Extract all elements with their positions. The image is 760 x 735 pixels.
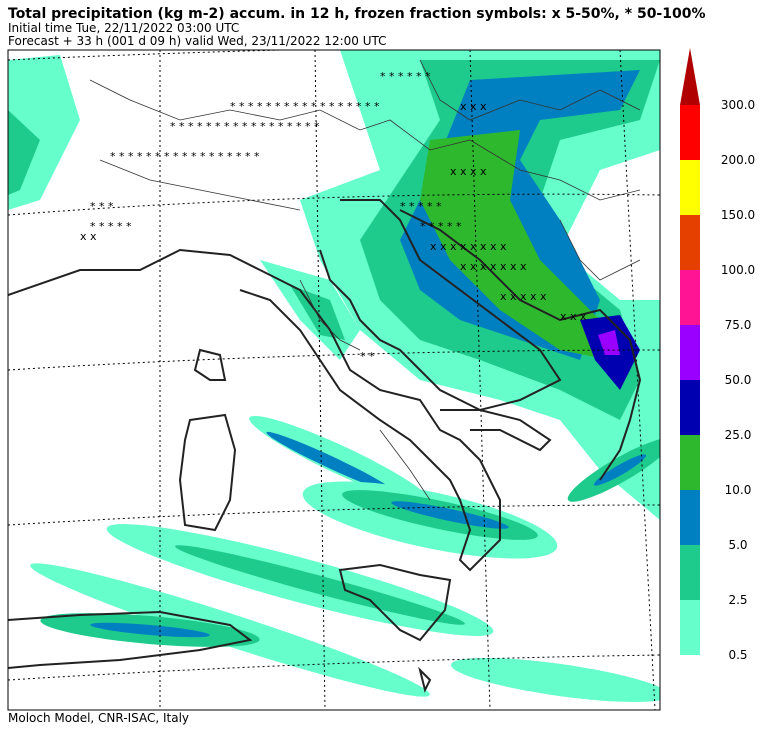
colorbar-segment (680, 435, 700, 490)
svg-text:* * * * * *: * * * * * * (380, 70, 431, 83)
svg-text:x x: x x (80, 230, 97, 243)
svg-text:* *: * * (360, 350, 375, 363)
colorbar-label: 10.0 (725, 483, 752, 497)
coastlines (8, 199, 642, 693)
footer: Moloch Model, CNR-ISAC, Italy (8, 711, 189, 725)
svg-text:x x x x: x x x x (450, 165, 487, 178)
colorbar-label: 75.0 (725, 318, 752, 332)
svg-text:x x x x x x x: x x x x x x x (460, 260, 527, 273)
colorbar-label: 50.0 (725, 373, 752, 387)
svg-text:* * * * *: * * * * * (420, 220, 462, 233)
colorbar-label: 0.5 (728, 648, 747, 662)
colorbar-segment (680, 270, 700, 325)
colorbar-segment (680, 600, 700, 655)
svg-text:* * * * * * * * * * * * * *: * * * * * * * * * * * * * * * * * (110, 150, 260, 163)
svg-text:x x x x x x x x: x x x x x x x x (430, 240, 507, 253)
svg-text:x x x x x: x x x x x (500, 290, 547, 303)
map: * * * * * * * * * * * * * * * * * * * * … (7, 49, 661, 711)
mixed-symbols: x x x x x x x x x x x x x x x x x x x x … (80, 100, 587, 323)
colorbar-arrow (680, 48, 700, 105)
colorbar-label: 150.0 (721, 208, 755, 222)
svg-text:x x x: x x x (560, 310, 587, 323)
svg-text:* * * * * * * * * * * * * * *: * * * * * * * * * * * * * * * * * (230, 100, 380, 113)
colorbar-segment (680, 490, 700, 545)
colorbar-label: 25.0 (725, 428, 752, 442)
colorbar: 0.5 2.5 5.0 10.0 25.0 50.0 75.0 100.0 150.0 200.0… (680, 48, 755, 662)
colorbar-label: 200.0 (721, 153, 755, 167)
svg-text:* * * * * * * * * * * * * * *: * * * * * * * * * * * * * * * * * (170, 120, 320, 133)
colorbar-label: 2.5 (728, 593, 747, 607)
snow-symbols: * * * * * * * * * * * * * * * * * * * * … (90, 70, 462, 363)
title: Total precipitation (kg m-2) accum. in 1… (8, 6, 706, 22)
forecast-time: Forecast + 33 h (001 d 09 h) valid Wed, … (8, 34, 387, 48)
colorbar-label: 5.0 (728, 538, 747, 552)
svg-text:* * * * *: * * * * * (400, 200, 442, 213)
colorbar-segment (680, 380, 700, 435)
colorbar-label: 300.0 (721, 98, 755, 112)
colorbar-segment (680, 160, 700, 215)
colorbar-label: 100.0 (721, 263, 755, 277)
colorbar-segment (680, 105, 700, 160)
svg-text:* * *: * * * (90, 200, 114, 213)
borders (89, 59, 641, 501)
colorbar-segment (680, 325, 700, 380)
initial-time: Initial time Tue, 22/11/2022 03:00 UTC (8, 21, 239, 35)
graticule (8, 50, 660, 710)
svg-text:x x x: x x x (460, 100, 487, 113)
colorbar-segment (680, 545, 700, 600)
colorbar-segment (680, 215, 700, 270)
svg-text:* * * * *: * * * * * (90, 220, 132, 233)
